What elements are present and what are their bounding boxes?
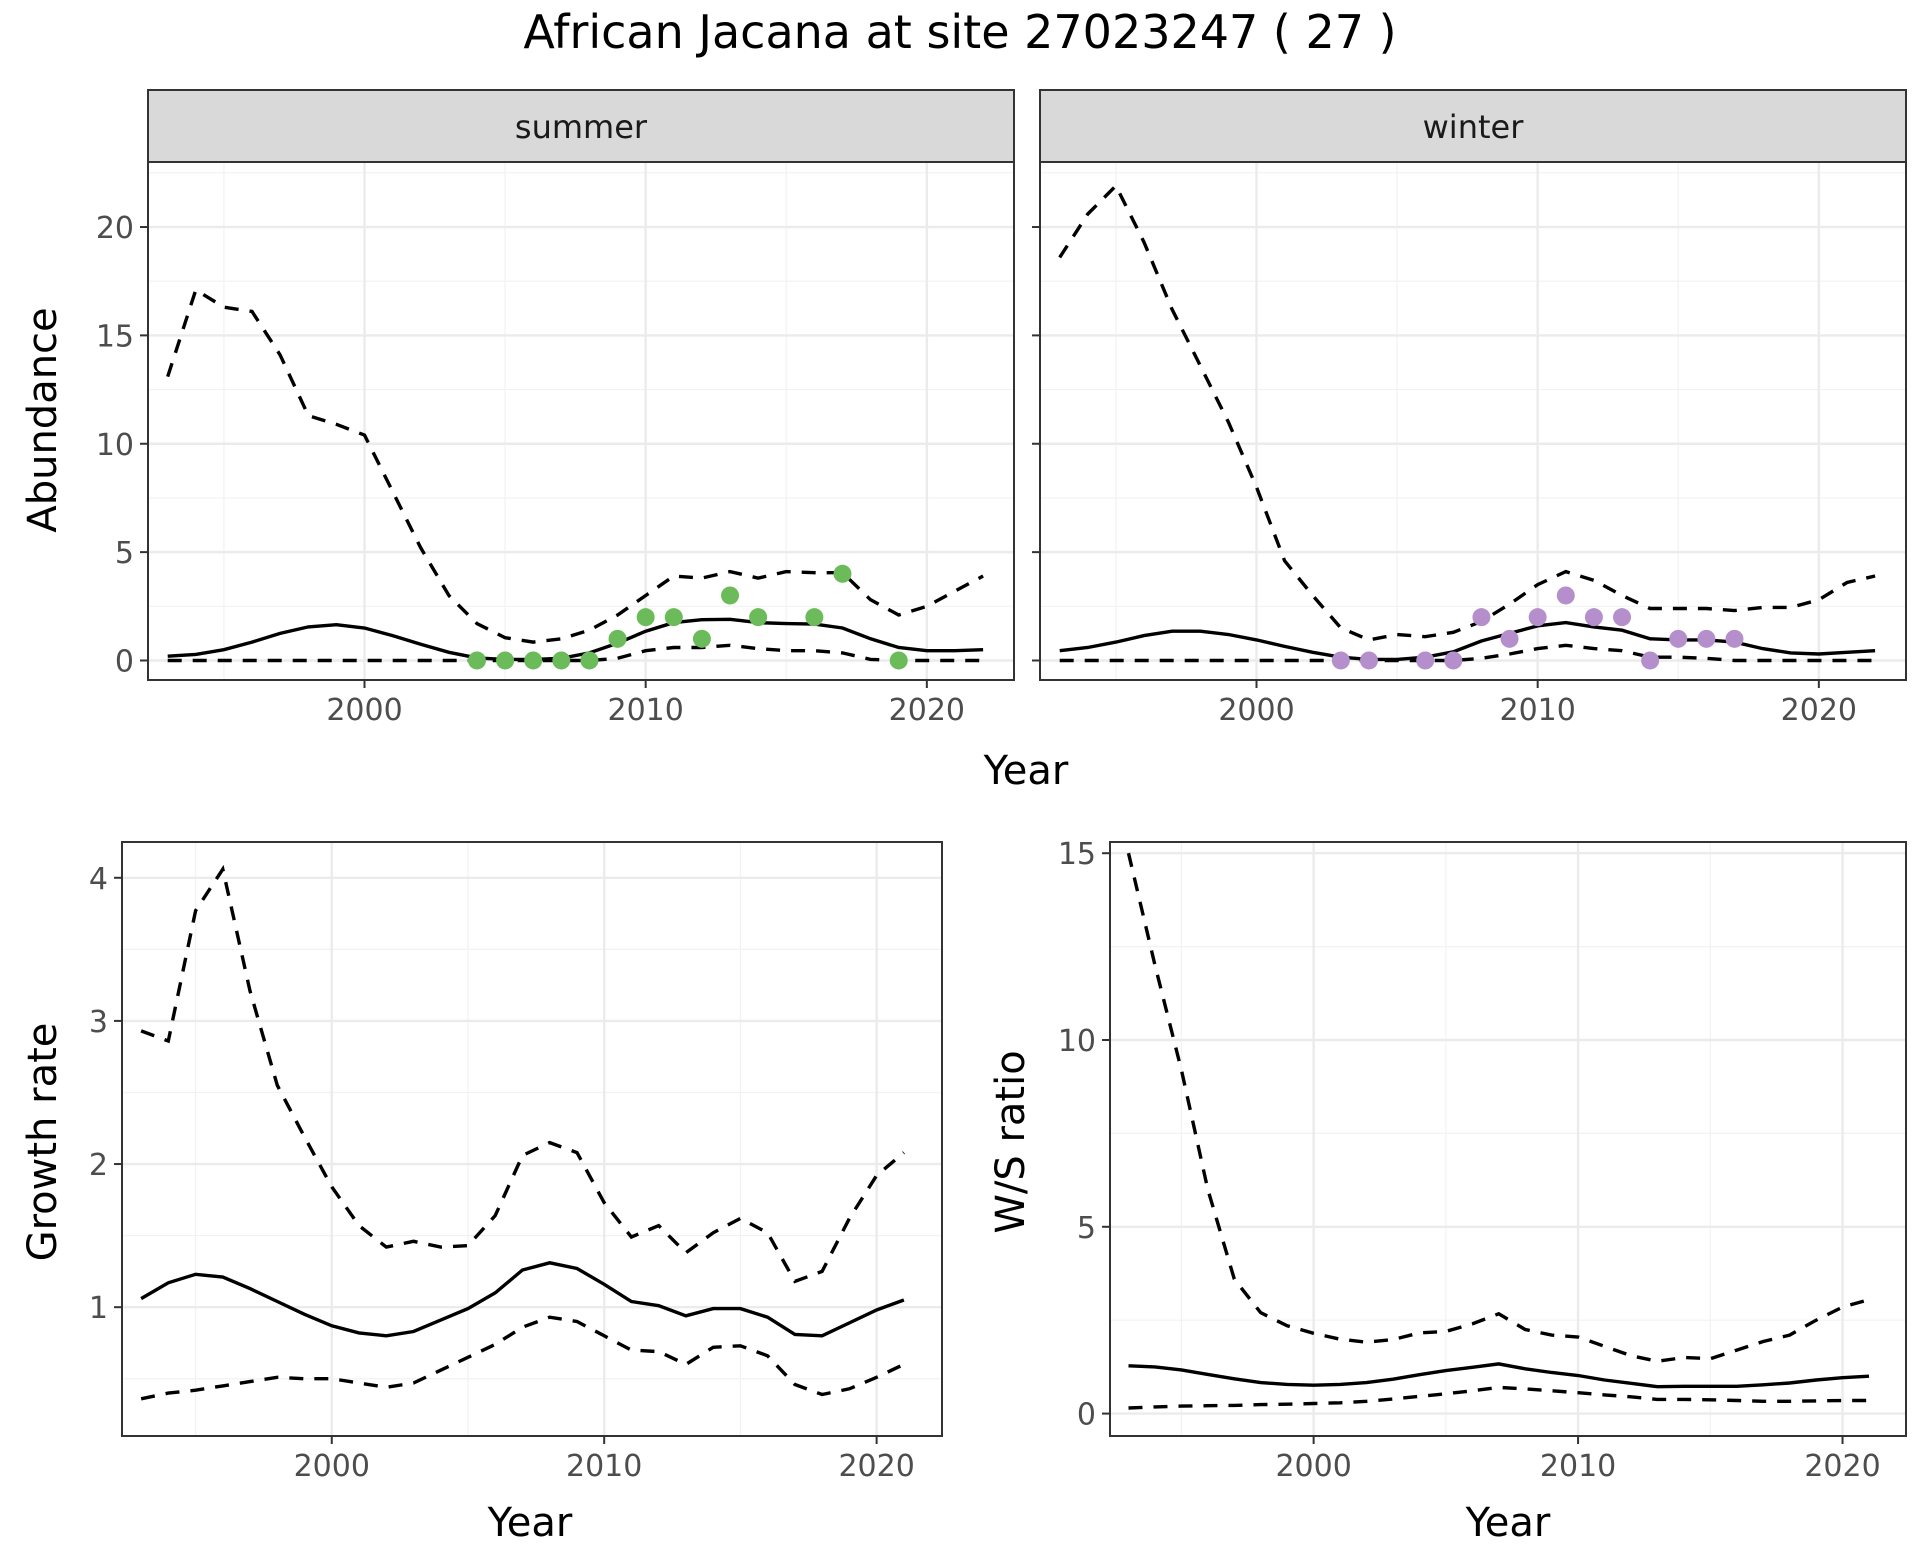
summer-data-point — [833, 564, 852, 583]
y-tick-label: 5 — [115, 536, 134, 571]
winter-strip-label: winter — [1423, 108, 1525, 146]
winter-data-point — [1613, 608, 1632, 627]
summer-data-point — [889, 651, 908, 670]
winter-data-point — [1584, 608, 1603, 627]
x-tick-label: 2020 — [889, 693, 965, 728]
x-tick-label: 2010 — [607, 693, 683, 728]
winter-data-point — [1697, 629, 1716, 648]
x-tick-label: 2000 — [1218, 693, 1294, 728]
winter-data-point — [1416, 651, 1435, 670]
summer-plot-area: 2000 2010 2020 0 5 10 15 20 — [96, 161, 1015, 728]
winter-data-point — [1641, 651, 1660, 670]
ratio-upper-ci-line — [1126, 852, 1870, 1364]
summer-panel: summer 2000 2010 2020 0 5 10 15 20 — [96, 89, 1015, 728]
y-tick-label: 3 — [89, 1005, 108, 1040]
ratio-plot-area: 2000 2010 2020 0 5 10 15 — [1058, 837, 1907, 1484]
top-xlabel: Year — [983, 748, 1069, 794]
summer-data-point — [749, 608, 768, 627]
winter-data-point — [1331, 651, 1350, 670]
growth-fit-line — [140, 1261, 905, 1338]
winter-data-point — [1556, 586, 1575, 605]
winter-data-point — [1359, 651, 1378, 670]
summer-data-point — [636, 608, 655, 627]
abundance-ylabel: Abundance — [20, 307, 66, 532]
summer-panel-border — [147, 161, 1015, 681]
figure-title: African Jacana at site 27023247 ( 27 ) — [523, 5, 1396, 59]
ratio-fit-line — [1128, 1362, 1870, 1389]
y-tick-label: 2 — [89, 1148, 108, 1183]
winter-plot-area: 2000 2010 2020 — [1032, 161, 1907, 728]
summer-upper-ci-line — [166, 287, 984, 644]
summer-data-point — [552, 651, 571, 670]
x-tick-label: 2010 — [566, 1449, 642, 1484]
y-tick-label: 0 — [1077, 1398, 1096, 1433]
winter-data-point — [1500, 629, 1519, 648]
x-tick-label: 2010 — [1499, 693, 1575, 728]
y-tick-label: 4 — [89, 862, 108, 897]
summer-data-point — [664, 608, 683, 627]
summer-strip — [147, 89, 1015, 163]
x-tick-label: 2010 — [1540, 1449, 1616, 1484]
winter-lower-ci-line — [1059, 643, 1876, 663]
y-tick-label: 10 — [96, 428, 134, 463]
x-tick-label: 2000 — [326, 693, 402, 728]
winter-data-point — [1472, 608, 1491, 627]
winter-upper-ci-line — [1058, 182, 1876, 642]
winter-data-point — [1528, 608, 1547, 627]
winter-data-point — [1725, 629, 1744, 648]
summer-data-point — [496, 651, 515, 670]
ratio-xlabel: Year — [1465, 1500, 1551, 1546]
y-tick-label: 10 — [1058, 1024, 1096, 1059]
winter-data-point — [1669, 629, 1688, 648]
growth-plot-area: 2000 2010 2020 1 2 3 4 — [89, 841, 943, 1484]
growth-lower-ci-line — [140, 1315, 905, 1401]
y-tick-label: 5 — [1077, 1211, 1096, 1246]
growth-upper-ci-line — [140, 864, 905, 1284]
y-tick-label: 1 — [89, 1291, 108, 1326]
growth-xlabel: Year — [487, 1500, 573, 1546]
ratio-ylabel: W/S ratio — [988, 1050, 1034, 1233]
x-tick-label: 2020 — [838, 1449, 914, 1484]
growth-panel: 2000 2010 2020 1 2 3 4 — [89, 841, 943, 1484]
summer-data-point — [580, 651, 599, 670]
summer-fit-line — [167, 617, 984, 662]
summer-data-point — [608, 629, 627, 648]
summer-data-point — [524, 651, 543, 670]
summer-data-point — [805, 608, 824, 627]
x-tick-label: 2000 — [1275, 1449, 1351, 1484]
summer-lower-ci-line — [167, 643, 984, 663]
x-tick-label: 2000 — [294, 1449, 370, 1484]
x-tick-label: 2020 — [1804, 1449, 1880, 1484]
ratio-panel-border — [1109, 841, 1907, 1437]
growth-panel-border — [121, 841, 943, 1437]
summer-data-point — [721, 586, 740, 605]
x-tick-label: 2020 — [1781, 693, 1857, 728]
y-tick-label: 0 — [115, 644, 134, 679]
y-tick-label: 15 — [96, 319, 134, 354]
winter-data-point — [1444, 651, 1463, 670]
ratio-panel: 2000 2010 2020 0 5 10 15 — [1058, 837, 1907, 1484]
summer-data-point — [467, 651, 486, 670]
winter-panel-border — [1039, 161, 1907, 681]
y-tick-label: 20 — [96, 211, 134, 246]
growth-ylabel: Growth rate — [20, 1023, 66, 1262]
summer-strip-label: summer — [515, 108, 648, 146]
summer-data-point — [692, 629, 711, 648]
y-tick-label: 15 — [1058, 837, 1096, 872]
winter-panel: winter 2000 2010 2020 — [1032, 89, 1907, 728]
